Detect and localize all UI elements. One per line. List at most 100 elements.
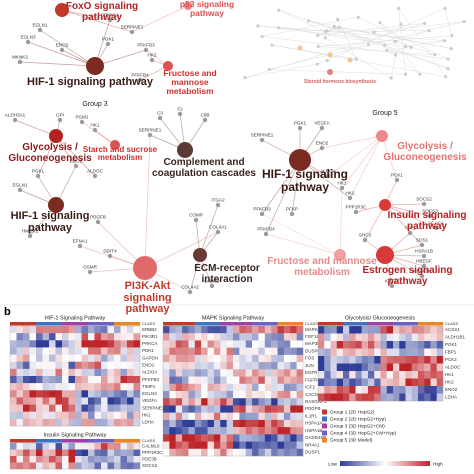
heatmap-cell (114, 361, 121, 370)
heatmap-cell (277, 391, 285, 399)
row-label: PIK3R1 (142, 334, 158, 339)
faint-edge (386, 47, 412, 51)
pathway-label: ECM-receptor interaction (194, 263, 260, 285)
heatmap-cell (194, 376, 202, 384)
gene-node (95, 219, 101, 225)
gene-node (35, 173, 41, 179)
heatmap-cell (386, 326, 394, 334)
gene-label: EFNA1 (73, 239, 88, 244)
heatmap-cell (29, 456, 37, 463)
heatmap-cell (94, 404, 102, 412)
heatmap-cell (107, 418, 115, 427)
class-cell (10, 322, 17, 326)
heatmap-cell (207, 347, 215, 356)
heatmap-cell (380, 363, 387, 372)
heatmap-cell (127, 347, 134, 355)
heatmap-cell (245, 369, 253, 377)
heatmap-cell (220, 412, 227, 421)
heatmap-cell (207, 434, 215, 442)
heatmap-cell (182, 448, 189, 457)
heatmap-cell (343, 386, 350, 394)
heatmap-cell (393, 326, 400, 334)
heatmap-cell (29, 333, 37, 341)
heatmap-cell (169, 333, 176, 341)
heatmap-cell (252, 412, 259, 421)
gene-node (193, 217, 199, 223)
heatmap-cell (283, 347, 291, 356)
row-label: FBP1 (445, 349, 457, 354)
row-label: ENO2 (445, 387, 458, 392)
row-label: GADD45B (305, 435, 326, 440)
heatmap-cell (68, 449, 76, 457)
faint-node (443, 6, 447, 10)
heatmap-cell (430, 363, 437, 372)
heatmap-cell (349, 393, 356, 402)
heatmap-cell (88, 333, 95, 341)
heatmap-cell (245, 376, 253, 384)
faint-edge (444, 8, 452, 36)
legend-label: Group 1 (2D HepG2) (330, 409, 375, 415)
faint-node (393, 53, 398, 57)
pathway-node (133, 256, 157, 280)
heatmap-cell (68, 397, 76, 405)
heatmap-cell (207, 333, 215, 341)
heatmap-cell (226, 376, 234, 384)
heatmap-cell (239, 448, 246, 457)
faint-node (372, 30, 376, 34)
heatmap-cell (107, 354, 115, 362)
panel-label: b (4, 306, 11, 318)
heatmap-cell (16, 456, 24, 463)
heatmap-cell (49, 326, 56, 334)
heatmap-cell (81, 376, 89, 384)
heatmap-cell (252, 362, 259, 370)
heatmap-cell (252, 376, 259, 384)
faint-edge (278, 9, 385, 46)
heatmap-cell (94, 361, 102, 370)
class-cell (374, 322, 381, 326)
heatmap-cell (277, 398, 285, 406)
heatmap-cell (349, 386, 356, 394)
heatmap-cell (245, 362, 253, 370)
heatmap-cell (245, 383, 253, 392)
heatmap-cell (213, 441, 221, 449)
heatmap-cell (349, 326, 356, 334)
heatmap-cell (220, 354, 227, 363)
heatmap-cell (169, 412, 176, 421)
heatmap-cell (355, 348, 362, 357)
heatmap-cell (10, 354, 17, 362)
heatmap-cell (245, 441, 253, 449)
heatmap-cell (424, 341, 431, 349)
heatmap-cell (296, 412, 304, 421)
heatmap-cell (16, 462, 24, 470)
heatmap-cell (68, 376, 76, 384)
heatmap-cell (68, 383, 76, 391)
row-label: HSPA1A (305, 421, 322, 426)
heatmap-cell (368, 363, 375, 372)
heatmap-cell (399, 333, 406, 342)
heatmap-cell (194, 391, 202, 399)
class-cell (436, 322, 444, 326)
heatmap-cell (258, 434, 266, 442)
gene-node (92, 127, 98, 133)
heatmap-cell (245, 333, 253, 341)
gene-label: OSMR (83, 265, 97, 270)
heatmap-cell (88, 418, 95, 427)
heatmap-cell (239, 369, 246, 377)
heatmap-cell (207, 412, 215, 421)
heatmap-cell (411, 333, 419, 342)
heatmap-cell (380, 371, 387, 379)
gene-label: EGLN1 (32, 23, 48, 28)
row-label: ALDH1B1 (445, 334, 466, 339)
network-edge (39, 29, 96, 67)
heatmap-cell (36, 361, 43, 370)
heatmap-cell (88, 326, 95, 334)
heatmap-cell (49, 404, 56, 412)
class-label: CLASS (142, 438, 155, 443)
heatmap-cell (436, 371, 444, 379)
heatmap-cell (29, 404, 37, 412)
heatmap-cell (386, 386, 394, 394)
heatmap-cell (318, 378, 325, 387)
heatmap-cell (182, 369, 189, 377)
heatmap-cell (343, 341, 350, 349)
gene-label: EGLN3 (20, 35, 36, 40)
